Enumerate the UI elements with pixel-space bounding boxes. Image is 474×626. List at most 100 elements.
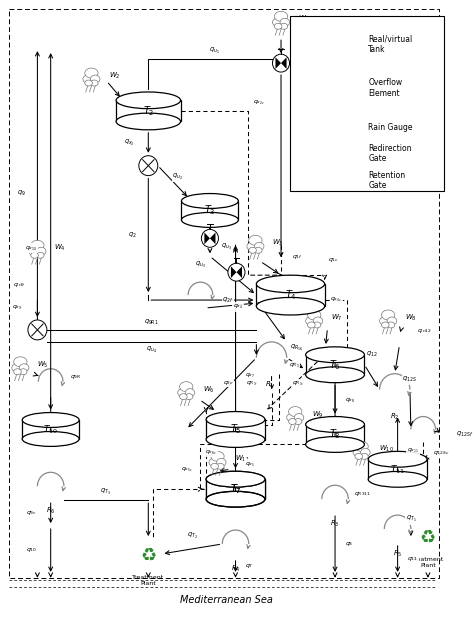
Text: $W_{3}$: $W_{3}$ xyxy=(273,239,284,249)
Text: $T_{7}$: $T_{7}$ xyxy=(230,482,241,496)
Text: $q_{9c}$: $q_{9c}$ xyxy=(27,509,37,517)
Ellipse shape xyxy=(22,413,79,428)
Text: $T_{{11}}$: $T_{{11}}$ xyxy=(390,463,405,476)
Text: $q_{9R}$: $q_{9R}$ xyxy=(70,372,81,381)
Polygon shape xyxy=(327,175,332,187)
Text: $q_{11}$: $q_{11}$ xyxy=(407,555,418,563)
Ellipse shape xyxy=(255,242,264,250)
Ellipse shape xyxy=(31,252,38,259)
Text: Retention
Gate: Retention Gate xyxy=(368,171,405,190)
Ellipse shape xyxy=(116,113,181,130)
Ellipse shape xyxy=(211,451,224,461)
Ellipse shape xyxy=(382,310,395,320)
Ellipse shape xyxy=(274,11,288,21)
Ellipse shape xyxy=(289,419,296,424)
Ellipse shape xyxy=(91,75,100,83)
Ellipse shape xyxy=(36,252,44,259)
Text: Rain Gauge: Rain Gauge xyxy=(368,123,413,132)
Bar xyxy=(206,479,265,500)
Ellipse shape xyxy=(387,322,395,328)
Circle shape xyxy=(228,263,245,281)
Ellipse shape xyxy=(209,458,219,466)
Text: Real/virtual
Tank: Real/virtual Tank xyxy=(368,34,412,54)
Text: $q_{x_9}$: $q_{x_9}$ xyxy=(12,304,22,312)
Text: $T_{4}$: $T_{4}$ xyxy=(284,288,296,302)
Circle shape xyxy=(317,144,336,163)
Ellipse shape xyxy=(382,322,389,328)
Ellipse shape xyxy=(308,310,321,320)
Text: $R_4$: $R_4$ xyxy=(231,564,240,574)
Bar xyxy=(22,420,79,439)
Ellipse shape xyxy=(12,364,21,372)
Ellipse shape xyxy=(247,242,256,250)
Ellipse shape xyxy=(353,448,363,456)
Text: $q_{12S}$: $q_{12S}$ xyxy=(402,375,418,384)
Ellipse shape xyxy=(306,317,315,325)
Ellipse shape xyxy=(182,212,238,227)
Text: $q_{x_8}$: $q_{x_8}$ xyxy=(345,396,355,405)
Polygon shape xyxy=(204,232,210,244)
Text: ♻: ♻ xyxy=(420,530,436,548)
Text: $q_{R311}$: $q_{R311}$ xyxy=(354,490,371,498)
Text: $q_{x_2}$: $q_{x_2}$ xyxy=(124,138,135,148)
Bar xyxy=(256,284,325,306)
Ellipse shape xyxy=(180,394,187,399)
Text: $T_{6}$: $T_{6}$ xyxy=(329,358,341,372)
Text: Treatment
Plant: Treatment Plant xyxy=(412,557,444,568)
Ellipse shape xyxy=(326,128,333,134)
Bar xyxy=(206,479,265,500)
Text: $q_{2}$: $q_{2}$ xyxy=(128,231,137,240)
Text: $q_{R_{1f}}$: $q_{R_{1f}}$ xyxy=(246,379,258,388)
Ellipse shape xyxy=(287,414,296,421)
Ellipse shape xyxy=(255,247,262,254)
Ellipse shape xyxy=(355,453,363,459)
Ellipse shape xyxy=(256,297,325,315)
Text: $W_{{11}}$: $W_{{11}}$ xyxy=(235,454,249,464)
Text: $R_2$: $R_2$ xyxy=(390,411,400,422)
Ellipse shape xyxy=(178,389,187,397)
Ellipse shape xyxy=(206,411,265,428)
Text: $R_1$: $R_1$ xyxy=(265,380,274,390)
Text: Mediterranean Sea: Mediterranean Sea xyxy=(180,595,273,605)
Text: $q_{R_{1c}}$: $q_{R_{1c}}$ xyxy=(292,379,305,388)
Ellipse shape xyxy=(249,247,256,254)
Text: $q_{x_{6c}}$: $q_{x_{6c}}$ xyxy=(205,448,217,456)
Text: $q_{8}$: $q_{8}$ xyxy=(345,540,353,548)
Text: $q_{1}$: $q_{1}$ xyxy=(292,166,301,175)
Text: $q_{10}$: $q_{10}$ xyxy=(26,546,37,554)
Ellipse shape xyxy=(306,347,365,362)
Text: $q_{u_3}$: $q_{u_3}$ xyxy=(221,242,232,252)
Text: $W_{5}$: $W_{5}$ xyxy=(37,360,49,370)
Ellipse shape xyxy=(185,394,193,399)
Bar xyxy=(368,459,427,480)
Polygon shape xyxy=(237,266,242,278)
Ellipse shape xyxy=(36,247,46,255)
Text: $R_5$: $R_5$ xyxy=(393,549,402,559)
Ellipse shape xyxy=(380,317,389,325)
Bar xyxy=(182,201,238,220)
Ellipse shape xyxy=(361,448,370,456)
Text: $q_{u_2}$: $q_{u_2}$ xyxy=(172,172,183,182)
Ellipse shape xyxy=(180,382,193,392)
Ellipse shape xyxy=(306,416,365,433)
Ellipse shape xyxy=(206,471,265,487)
Ellipse shape xyxy=(206,491,265,507)
Bar xyxy=(306,355,365,375)
Ellipse shape xyxy=(280,18,290,26)
Ellipse shape xyxy=(302,30,351,43)
Ellipse shape xyxy=(116,92,181,109)
Text: ♻: ♻ xyxy=(140,548,156,566)
Ellipse shape xyxy=(206,432,265,448)
Text: $R_3$: $R_3$ xyxy=(330,519,340,529)
Text: $T_{8}$: $T_{8}$ xyxy=(329,428,341,441)
Text: $q_{2c}$: $q_{2c}$ xyxy=(222,379,234,387)
Ellipse shape xyxy=(361,453,368,459)
Text: $q_{1f}$: $q_{1f}$ xyxy=(292,254,303,261)
Ellipse shape xyxy=(29,247,38,255)
Text: $T_{5}$: $T_{5}$ xyxy=(230,423,241,436)
Text: $q_{1c}$: $q_{1c}$ xyxy=(328,256,339,264)
Text: $q_{T_2}$: $q_{T_2}$ xyxy=(187,531,197,541)
Text: $q_{u_3}$: $q_{u_3}$ xyxy=(195,260,206,270)
Ellipse shape xyxy=(22,431,79,446)
Text: $q_{7}$: $q_{7}$ xyxy=(245,562,253,570)
